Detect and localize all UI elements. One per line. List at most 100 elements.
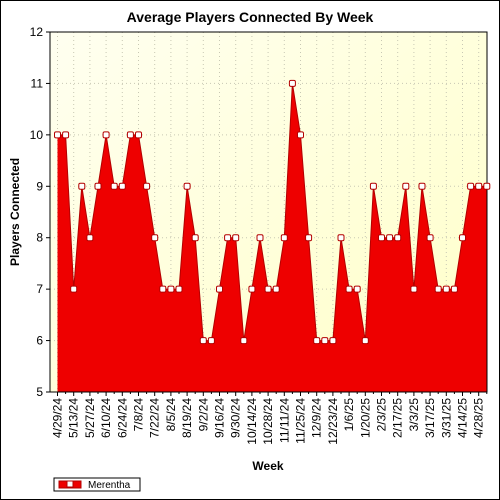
data-point: [256, 234, 264, 242]
data-point: [288, 79, 296, 87]
x-tick-label: 9/2/24: [196, 398, 210, 432]
x-tick-label: 12/9/24: [310, 398, 324, 438]
x-tick-label: 3/17/25: [423, 398, 437, 438]
data-point: [280, 234, 288, 242]
x-tick-label: 1/6/25: [342, 398, 356, 432]
series-area-fill: [57, 83, 487, 392]
data-point: [402, 182, 410, 190]
data-point: [369, 182, 377, 190]
data-point: [159, 285, 167, 293]
x-tick-label: 3/31/25: [439, 398, 453, 438]
data-point: [175, 285, 183, 293]
y-tick-label: 6: [36, 334, 43, 348]
legend-label: Merentha: [88, 480, 131, 491]
x-tick-label: 10/14/24: [245, 398, 259, 445]
y-tick-label: 5: [36, 385, 43, 399]
data-point: [183, 182, 191, 190]
x-tick-label: 4/28/25: [472, 398, 486, 438]
data-point: [321, 337, 329, 345]
y-tick-label: 7: [36, 282, 43, 296]
x-tick-label: 11/25/24: [294, 398, 308, 444]
x-tick-label: 2/17/25: [391, 398, 405, 438]
series-area: [57, 83, 487, 392]
data-point: [143, 182, 151, 190]
data-point: [86, 234, 94, 242]
x-tick-label: 6/24/24: [115, 398, 129, 438]
x-tick-label: 11/11/24: [277, 398, 291, 443]
data-point: [70, 285, 78, 293]
y-axis: 5 6 7 8 9 10 11 12: [30, 25, 50, 399]
x-tick-label: 7/8/24: [132, 398, 146, 432]
data-point: [232, 234, 240, 242]
x-tick-label: 10/28/24: [261, 398, 275, 445]
chart-title: Average Players Connected By Week: [127, 9, 374, 25]
x-tick-label: 5/13/24: [67, 398, 81, 438]
x-tick-label: 8/5/24: [164, 398, 178, 432]
data-point: [345, 285, 353, 293]
x-tick-label: 6/10/24: [99, 398, 113, 438]
data-point: [329, 337, 337, 345]
data-point: [151, 234, 159, 242]
data-point: [450, 285, 458, 293]
data-point: [353, 285, 361, 293]
legend: Merentha: [53, 477, 141, 492]
x-tick-label: 5/27/24: [83, 398, 97, 438]
data-point: [118, 182, 126, 190]
x-tick-label: 4/14/25: [456, 398, 470, 438]
x-tick-label: 9/16/24: [213, 398, 227, 438]
data-point: [135, 131, 142, 139]
data-point: [272, 285, 280, 293]
y-tick-label: 12: [30, 25, 44, 39]
data-point: [426, 234, 434, 242]
x-tick-label: 9/30/24: [229, 398, 243, 438]
data-point: [337, 234, 345, 242]
data-point: [361, 337, 369, 345]
data-point: [418, 182, 426, 190]
data-point: [434, 285, 442, 293]
x-tick-label: 4/29/24: [51, 398, 65, 438]
data-point: [78, 182, 86, 190]
data-point: [378, 234, 385, 242]
data-point: [167, 285, 175, 293]
data-point: [475, 182, 483, 190]
data-point: [207, 337, 215, 345]
x-axis-title: Week: [252, 459, 283, 473]
data-point: [110, 182, 118, 190]
data-point: [94, 182, 102, 190]
data-point: [264, 285, 272, 293]
data-point: [62, 131, 70, 139]
data-point: [467, 182, 475, 190]
data-point: [313, 337, 321, 345]
data-point: [297, 131, 304, 139]
y-tick-label: 8: [36, 231, 43, 245]
data-point: [459, 234, 466, 242]
x-axis: 4/29/24 5/13/24 5/27/24 6/10/24 6/24/24 7/8/2…: [51, 392, 488, 445]
data-point: [305, 234, 313, 242]
x-tick-label: 1/20/25: [358, 398, 372, 438]
data-point: [394, 234, 402, 242]
x-tick-label: 3/3/25: [407, 398, 421, 432]
y-axis-title: Players Connected: [8, 158, 22, 266]
y-tick-label: 9: [36, 179, 43, 193]
legend-marker: [66, 480, 74, 488]
x-tick-label: 7/22/24: [148, 398, 162, 438]
series-line: [57, 83, 487, 342]
x-tick-label: 2/3/25: [375, 398, 389, 432]
data-markers: [54, 79, 491, 345]
data-point: [240, 337, 248, 345]
x-tick-label: 8/19/24: [180, 398, 194, 438]
data-point: [199, 337, 207, 345]
data-point: [386, 234, 394, 242]
x-tick-label: 12/23/24: [326, 398, 340, 445]
data-point: [102, 131, 110, 139]
y-tick-label: 10: [30, 128, 44, 142]
data-point: [216, 285, 223, 293]
data-point: [483, 182, 491, 190]
data-point: [442, 285, 450, 293]
y-tick-label: 11: [31, 76, 44, 90]
data-point: [126, 131, 134, 139]
data-point: [224, 234, 232, 242]
data-point: [191, 234, 199, 242]
data-point: [248, 285, 256, 293]
